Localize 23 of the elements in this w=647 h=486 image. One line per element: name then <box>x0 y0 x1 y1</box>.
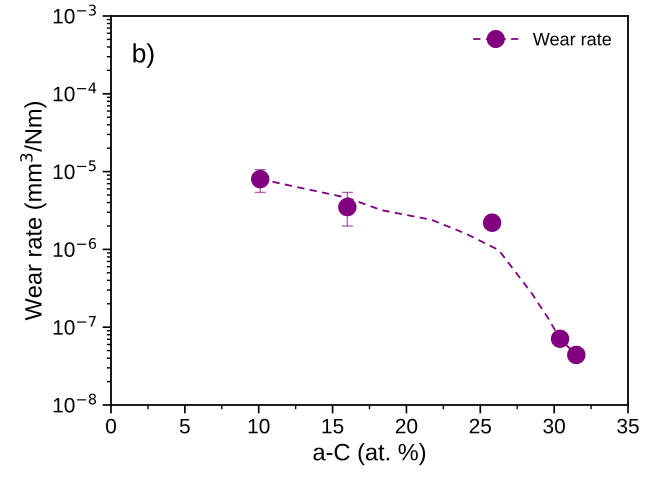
x-tick-label: 0 <box>106 418 116 434</box>
y-axis-title: Wear rate (mm$^{3}$/Nm) <box>20 102 46 320</box>
x-tick-label: 5 <box>180 418 190 434</box>
point <box>482 214 502 232</box>
y-tick-label: 10$^{−3}$ <box>54 4 96 24</box>
x-tick-label: 15 <box>322 418 344 434</box>
point <box>338 198 357 216</box>
x-axis-title: a-C (at. %) <box>313 443 426 466</box>
y-tick-label: 10$^{−5}$ <box>54 160 96 180</box>
y-tick-label: 10$^{−7}$ <box>54 316 96 335</box>
y-tick-label: 10$^{−4}$ <box>54 82 96 102</box>
point <box>250 170 270 188</box>
annotation: b) <box>133 43 154 68</box>
point <box>550 330 570 348</box>
point <box>567 346 586 364</box>
x-tick-label: 30 <box>543 418 565 434</box>
y-tick-label: 10$^{−6}$ <box>54 238 96 257</box>
x-tick-label: 35 <box>617 418 639 434</box>
legend-label: Wear rate <box>532 32 611 46</box>
x-tick-label: 25 <box>470 418 491 434</box>
x-tick-label: 10 <box>248 418 270 434</box>
x-tick-label: 20 <box>396 418 418 434</box>
y-tick-label: 10$^{−8}$ <box>54 394 96 413</box>
